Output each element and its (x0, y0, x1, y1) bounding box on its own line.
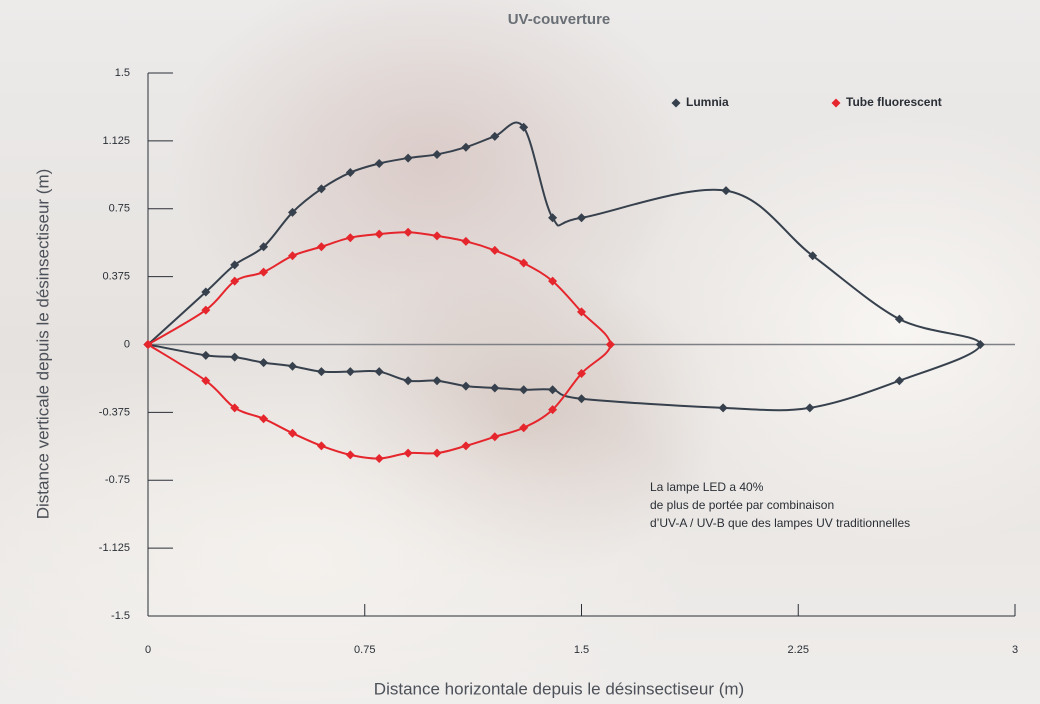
data-point (490, 246, 499, 255)
legend-marker (832, 99, 841, 108)
chart: UV-couverture Distance horizontale depui… (0, 0, 1040, 704)
x-tick-label: 3 (1012, 644, 1018, 656)
data-point (805, 403, 814, 412)
data-point (606, 340, 615, 349)
legend-marker (672, 99, 681, 108)
data-point (288, 429, 297, 438)
y-tick-label: -1.125 (99, 542, 130, 554)
data-point (259, 358, 268, 367)
data-point (895, 315, 904, 324)
data-point (375, 367, 384, 376)
data-point (317, 441, 326, 450)
data-point (433, 376, 442, 385)
data-point (288, 251, 297, 260)
annotation: d’UV-A / UV-B que des lampes UV traditio… (650, 516, 910, 530)
data-point (259, 414, 268, 423)
data-point (722, 186, 731, 195)
annotation: La lampe LED a 40% (650, 480, 764, 494)
data-point (375, 454, 384, 463)
y-tick-label: 1.125 (102, 135, 130, 147)
data-point (346, 233, 355, 242)
x-tick-label: 2.25 (788, 644, 809, 656)
data-point (719, 403, 728, 412)
data-point (519, 385, 528, 394)
data-point (375, 230, 384, 239)
data-point (433, 449, 442, 458)
y-tick-label: 0 (124, 338, 130, 350)
data-point (433, 150, 442, 159)
data-point (461, 237, 470, 246)
legend-label: Tube fluorescent (846, 95, 942, 109)
y-tick-label: 0.75 (109, 203, 130, 215)
data-point (490, 383, 499, 392)
data-point (577, 394, 586, 403)
y-tick-label: -0.75 (105, 474, 130, 486)
data-point (895, 376, 904, 385)
page: UV-couverture Distance horizontale depui… (0, 0, 1040, 704)
data-point (461, 382, 470, 391)
data-point (201, 351, 210, 360)
y-tick-label: 0.375 (102, 271, 130, 283)
data-point (433, 231, 442, 240)
x-tick-label: 0 (145, 644, 151, 656)
data-point (548, 385, 557, 394)
x-axis-label: Distance horizontale depuis le désinsect… (374, 679, 744, 698)
data-point (259, 268, 268, 277)
chart-title: UV-couverture (508, 11, 611, 28)
data-point (288, 362, 297, 371)
y-tick-label: -0.375 (99, 406, 130, 418)
data-point (519, 259, 528, 268)
data-point (490, 432, 499, 441)
data-point (230, 353, 239, 362)
data-point (317, 242, 326, 251)
data-point (577, 213, 586, 222)
data-point (519, 423, 528, 432)
y-axis-label: Distance verticale depuis le désinsectis… (33, 169, 52, 520)
data-point (404, 449, 413, 458)
data-point (346, 450, 355, 459)
data-point (375, 159, 384, 168)
data-point (317, 367, 326, 376)
data-point (490, 132, 499, 141)
data-point (461, 441, 470, 450)
annotation: de plus de portée par combinaison (650, 498, 834, 512)
legend-label: Lumnia (686, 95, 729, 109)
data-point (461, 143, 470, 152)
data-point (404, 154, 413, 163)
data-point (346, 367, 355, 376)
data-point (404, 376, 413, 385)
x-tick-label: 0.75 (354, 644, 375, 656)
y-tick-label: 1.5 (115, 67, 130, 79)
y-tick-label: -1.5 (111, 610, 130, 622)
data-point (346, 168, 355, 177)
series-line (148, 232, 610, 458)
x-tick-label: 1.5 (574, 644, 589, 656)
data-point (404, 228, 413, 237)
